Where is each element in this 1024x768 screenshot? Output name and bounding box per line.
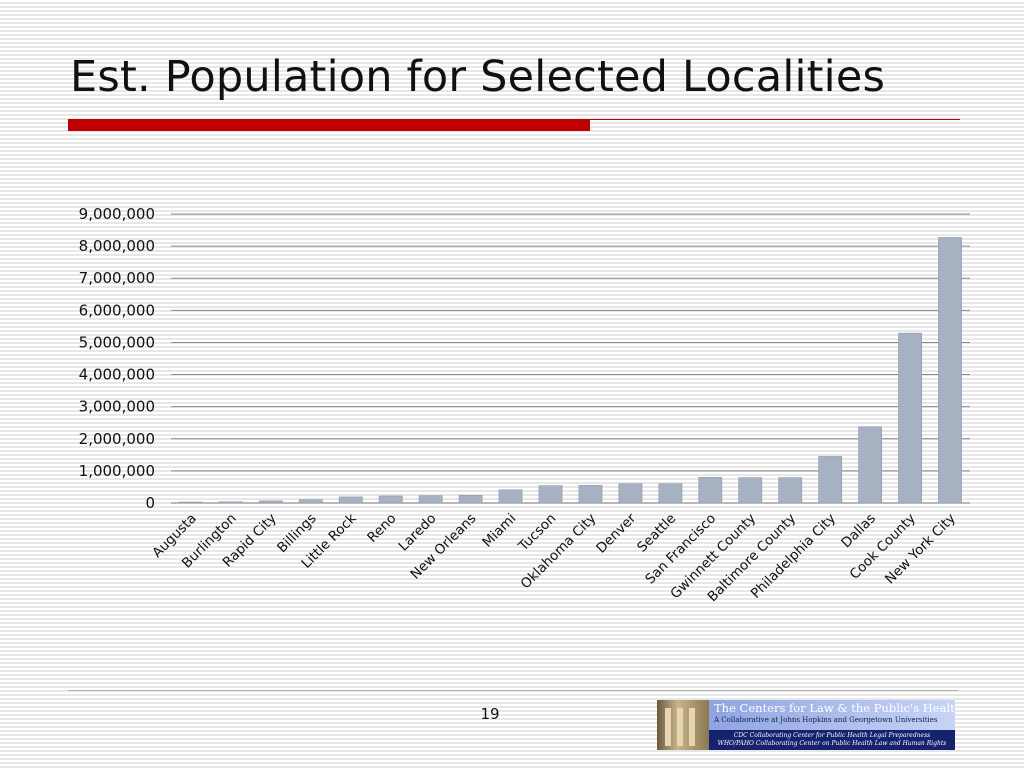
x-category-label: Oklahoma City xyxy=(518,511,600,593)
bar-san-francisco xyxy=(698,477,723,504)
logo-banner xyxy=(709,700,955,730)
bar-billings xyxy=(298,499,323,504)
y-tick-label: 3,000,000 xyxy=(79,398,155,416)
bar-baltimore-county xyxy=(778,477,803,504)
centers-logo: The Centers for Law & the Public's Healt… xyxy=(657,700,955,750)
bar-little-rock xyxy=(338,496,363,504)
bar-oklahoma-city xyxy=(578,485,603,504)
bar-laredo xyxy=(418,495,443,504)
logo-title: The Centers for Law & the Public's Healt… xyxy=(714,701,955,715)
bar-augusta xyxy=(179,501,203,504)
x-category-label: Denver xyxy=(593,510,639,556)
bar-burlington xyxy=(219,501,243,504)
bar-miami xyxy=(498,489,523,504)
bar-tucson xyxy=(538,485,563,504)
page-number: 19 xyxy=(480,705,500,723)
footer-divider xyxy=(68,690,958,691)
title-accent-line xyxy=(590,119,960,120)
y-tick-label: 7,000,000 xyxy=(79,269,155,287)
y-tick-label: 4,000,000 xyxy=(79,366,155,384)
x-category-label: San Francisco xyxy=(642,511,719,588)
y-tick-label: 9,000,000 xyxy=(79,205,155,223)
y-tick-label: 8,000,000 xyxy=(79,237,155,255)
bar-denver xyxy=(618,483,643,504)
bar-reno xyxy=(378,495,403,504)
y-tick-label: 6,000,000 xyxy=(79,301,155,319)
logo-line-cdc: CDC Collaborating Center for Public Heal… xyxy=(733,732,931,739)
x-category-label: Miami xyxy=(479,511,519,551)
pillar-icon xyxy=(657,700,709,750)
bar-cook-county xyxy=(898,332,922,504)
bar-gwinnett-county xyxy=(738,477,763,504)
gridlines xyxy=(171,213,970,504)
y-tick-label: 2,000,000 xyxy=(79,430,155,448)
slide-title: Est. Population for Selected Localities xyxy=(70,52,886,102)
y-tick-label: 5,000,000 xyxy=(79,333,155,351)
bar-seattle xyxy=(658,483,683,504)
bar-philadelphia-city xyxy=(818,456,843,504)
bar-new-york-city xyxy=(938,237,962,504)
y-tick-label: 0 xyxy=(145,494,155,512)
y-tick-label: 1,000,000 xyxy=(79,462,155,480)
bars xyxy=(179,237,962,504)
bar-dallas xyxy=(858,426,883,504)
bar-rapid-city xyxy=(258,500,283,504)
x-category-label: Reno xyxy=(364,511,399,546)
logo-subtitle: A Collaborative at Johns Hopkins and Geo… xyxy=(714,716,938,724)
y-axis-tick-labels: 0 1,000,000 2,000,000 3,000,000 4,000,000 5,0… xyxy=(79,205,155,512)
logo-line-who: WHO/PAHO Collaborating Center on Public … xyxy=(717,740,947,747)
x-category-label: New York City xyxy=(882,511,959,588)
title-accent-bar xyxy=(68,119,590,131)
bar-new-orleans xyxy=(458,494,483,504)
